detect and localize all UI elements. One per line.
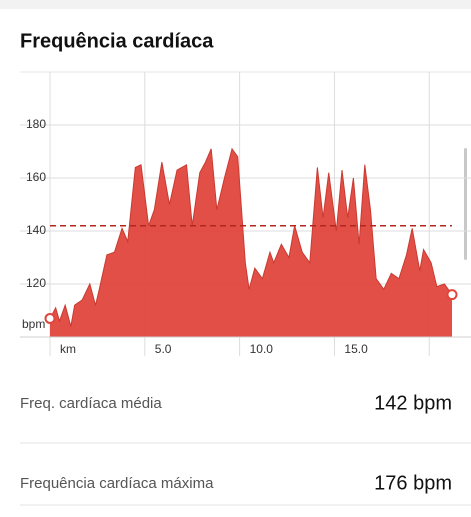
stat-label: Frequência cardíaca máxima — [20, 475, 214, 492]
top-bar — [0, 0, 471, 9]
area-fill — [50, 148, 452, 337]
y-unit-label: bpm — [22, 317, 45, 331]
endpoint-marker — [446, 289, 458, 301]
y-tick-label: 120 — [26, 276, 46, 290]
y-tick-label: 140 — [26, 223, 46, 237]
stat-value: 142 bpm — [374, 392, 452, 414]
x-tick-label: 10.0 — [250, 342, 274, 356]
area-line — [49, 147, 453, 327]
chart: km 5.0 10.0 15.0 120 140 160 180 bpm — [20, 71, 471, 356]
x-tick-label: km — [60, 342, 76, 356]
x-tick-label: 5.0 — [155, 342, 172, 356]
y-tick-label: 180 — [26, 117, 46, 131]
x-tick-label: 15.0 — [344, 342, 368, 356]
endpoint-marker — [44, 312, 56, 324]
scrollbar — [464, 148, 467, 260]
stat-label: Freq. cardíaca média — [20, 395, 162, 412]
y-tick-label: 160 — [26, 170, 46, 184]
section-title: Frequência cardíaca — [20, 30, 214, 52]
stat-value: 176 bpm — [374, 472, 452, 494]
